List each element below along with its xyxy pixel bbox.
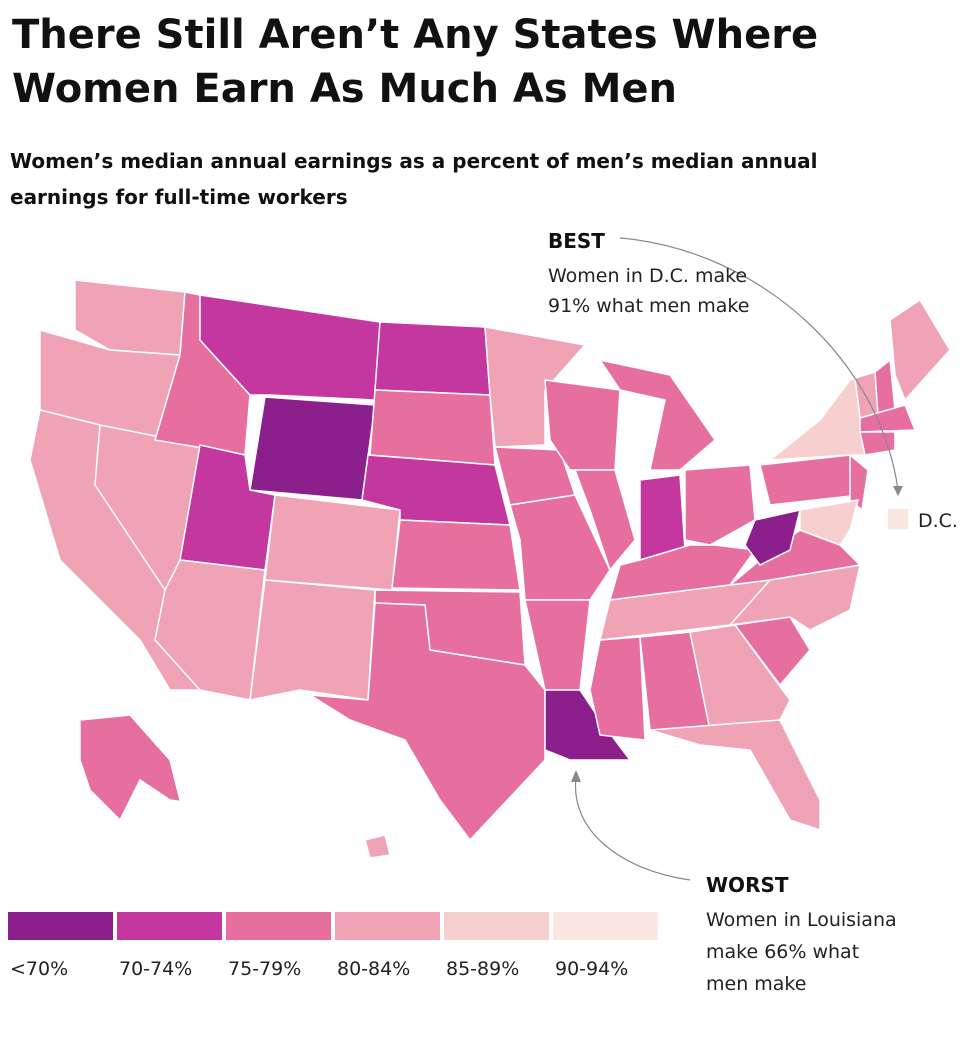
- state: [249, 579, 376, 701]
- state: [799, 499, 859, 546]
- worst-arrow: [574, 777, 691, 881]
- legend: <70% 70-74% 75-79% 80-84% 85-89% 90-94%: [8, 912, 658, 980]
- state: [854, 371, 879, 419]
- state: [484, 326, 586, 448]
- worst-note: Women in Louisiana: [706, 909, 897, 931]
- best-heading: BEST: [548, 229, 605, 253]
- worst-arrow-head: [571, 770, 581, 782]
- legend-swatch: [226, 912, 331, 940]
- state: [649, 719, 821, 831]
- legend-label: 80-84%: [337, 958, 410, 980]
- subtitle-line: earnings for full-time workers: [10, 185, 348, 209]
- best-arrow: [619, 237, 899, 491]
- worst-note: make 66% what: [706, 941, 859, 963]
- subtitle-line: Women’s median annual earnings as a perc…: [10, 149, 818, 173]
- state: [544, 689, 631, 761]
- state: [249, 396, 376, 501]
- legend-swatch: [117, 912, 222, 940]
- state: [79, 714, 241, 821]
- state: [574, 469, 636, 571]
- legend-label: 85-89%: [446, 958, 519, 980]
- legend-label: 90-94%: [555, 958, 628, 980]
- state: [859, 404, 916, 433]
- title-line: Women Earn As Much As Men: [12, 66, 677, 112]
- legend-swatch: [8, 912, 113, 940]
- state: [889, 299, 951, 401]
- best-note: Women in D.C. make: [548, 265, 747, 287]
- state: [684, 464, 756, 546]
- state: [689, 624, 791, 731]
- state: [391, 519, 521, 591]
- state: [849, 454, 869, 511]
- worst-heading: WORST: [706, 873, 789, 897]
- state: [369, 389, 496, 466]
- state: [309, 602, 546, 841]
- legend-label: 70-74%: [119, 958, 192, 980]
- state: [264, 494, 401, 591]
- legend-swatch: [335, 912, 440, 940]
- state: [589, 636, 646, 741]
- best-note: 91% what men make: [548, 295, 749, 317]
- state: [599, 359, 716, 471]
- best-arrow-head: [893, 486, 903, 496]
- state: [374, 321, 491, 396]
- title-line: There Still Aren’t Any States Where: [12, 12, 818, 58]
- state: [874, 359, 896, 416]
- legend-swatch: [553, 912, 658, 940]
- legend-label: 75-79%: [228, 958, 301, 980]
- legend-label: <70%: [10, 958, 68, 980]
- worst-note: men make: [706, 973, 806, 995]
- dc-marker: [886, 507, 910, 531]
- legend-swatch: [444, 912, 549, 940]
- state: [759, 454, 861, 506]
- state: [154, 559, 266, 701]
- state: [639, 474, 686, 561]
- map: [29, 279, 951, 859]
- state: [364, 834, 391, 859]
- state: [744, 509, 801, 566]
- state: [74, 279, 186, 356]
- dc-label: D.C.: [918, 510, 958, 532]
